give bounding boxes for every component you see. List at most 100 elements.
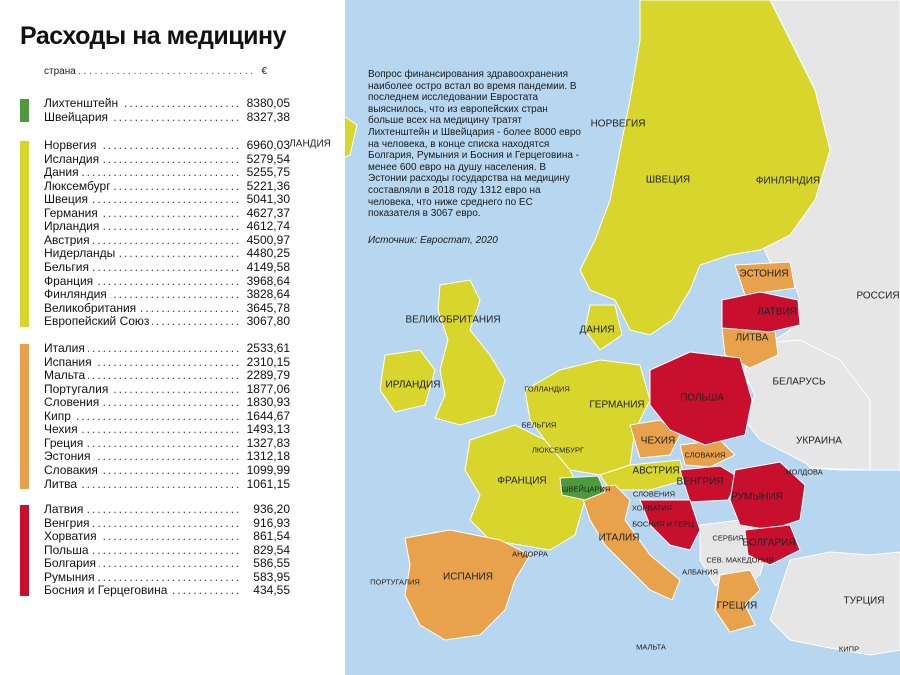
map-country-label: ФРАНЦИЯ — [497, 475, 547, 487]
map-country-label: БЕЛАРУСЬ — [772, 376, 826, 388]
expense-value: 583,95 — [250, 569, 290, 584]
table-row: Чехия...................................… — [44, 422, 290, 437]
table-row: Мальта..................................… — [44, 368, 290, 383]
expense-value: 1327,83 — [243, 435, 290, 450]
expense-value: 1312,18 — [243, 449, 290, 464]
leader-dots: ........................................… — [44, 232, 242, 247]
country-name: Австрия — [44, 232, 93, 247]
leader-dots: ........................................… — [44, 515, 242, 530]
expense-value: 1644,67 — [243, 408, 290, 423]
map-country-label: СЛОВЕНИЯ — [632, 489, 676, 499]
expense-value: 2533,61 — [243, 341, 290, 355]
map-country-label: ЛЮКСЕМБУРГ — [531, 445, 585, 455]
country-name: Норвегия — [44, 138, 100, 152]
table-row: Люксембург..............................… — [44, 178, 290, 193]
country-name: Румыния — [44, 569, 98, 584]
expense-value: 6960,03 — [243, 138, 290, 152]
table-row: Испания.................................… — [44, 354, 290, 369]
leader-dots: ........................................… — [44, 368, 242, 383]
leader-dots: ........................................… — [44, 259, 242, 274]
table-row: Эстония.................................… — [44, 449, 290, 464]
country-name: Бельгия — [44, 259, 92, 274]
map-country-label: ИСЛАНДИЯ — [275, 138, 331, 150]
map-country-label: СЕВ. МАКЕДОНИЯ — [706, 555, 774, 565]
map-country-label: ПОЛЬША — [680, 392, 724, 404]
land-iberia — [404, 529, 531, 641]
table-row: Болгария................................… — [44, 556, 290, 571]
country-name: Кипр — [44, 408, 74, 423]
expense-value: 8380,05 — [243, 96, 290, 110]
country-name: Дания — [44, 165, 82, 180]
table-row: Словакия................................… — [44, 462, 290, 477]
expense-value: 936,20 — [250, 502, 290, 516]
table-row: Венгрия.................................… — [44, 515, 290, 530]
ranking-panel: Расходы на медицину страна . . . . . . .… — [0, 0, 345, 675]
group-color-bar — [20, 344, 29, 490]
header-dots: . . . . . . . . . . . . . . . . . . . . … — [78, 66, 255, 77]
expense-value: 1493,13 — [243, 422, 290, 437]
country-name: Мальта — [44, 368, 89, 383]
expense-value: 5255,75 — [243, 165, 290, 180]
country-name: Латвия — [44, 502, 87, 516]
country-name: Германия — [44, 205, 101, 220]
country-name: Швеция — [44, 192, 91, 207]
country-name: Исландия — [44, 151, 103, 166]
expense-value: 1830,93 — [243, 395, 290, 410]
map-country-label: АЛБАНИЯ — [681, 567, 719, 577]
map-country-label: КИПР — [838, 644, 860, 654]
map-country-label: БОСНИЯ И ГЕРЦ. — [632, 519, 696, 529]
table-row: Германия................................… — [44, 205, 290, 220]
table-row: Греция..................................… — [44, 435, 290, 450]
map-country-label: ИТАЛИЯ — [598, 532, 640, 544]
table-row: Финляндия...............................… — [44, 287, 290, 302]
table-row: Латвия..................................… — [44, 502, 290, 516]
expense-value: 4149,58 — [243, 259, 290, 274]
expense-value: 916,93 — [250, 515, 290, 530]
leader-dots: ........................................… — [44, 192, 242, 207]
leader-dots: ........................................… — [44, 542, 242, 557]
country-name: Италия — [44, 341, 88, 355]
country-name: Чехия — [44, 422, 81, 437]
expense-value: 829,54 — [250, 542, 290, 557]
country-name: Болгария — [44, 556, 99, 571]
map-country-label: РУМЫНИЯ — [731, 491, 783, 503]
table-row: Хорватия................................… — [44, 529, 290, 544]
map-country-label: АВСТРИЯ — [632, 465, 680, 477]
land-belarus-ukraine — [744, 339, 871, 471]
map-country-label: ЛИТВА — [735, 332, 769, 344]
article-text: Вопрос финансирования здравоохранения на… — [368, 69, 581, 220]
map-country-label: ШВЕЦИЯ — [645, 174, 691, 186]
country-name: Словения — [44, 395, 103, 410]
country-name: Венгрия — [44, 515, 93, 530]
currency-header: € — [261, 66, 267, 77]
country-name: Люксембург — [44, 178, 114, 193]
map-country-label: ШВЕЙЦАРИЯ — [561, 484, 611, 494]
country-header: страна — [44, 66, 76, 77]
country-name: Финляндия — [44, 287, 110, 302]
map-country-label: АНДОРРА — [512, 549, 548, 559]
map-country-label: УКРАИНА — [796, 435, 842, 447]
table-row: Румыния.................................… — [44, 569, 290, 584]
table-row: Португалия..............................… — [44, 381, 290, 396]
table-header: страна . . . . . . . . . . . . . . . . .… — [44, 66, 267, 77]
land-central-west — [524, 359, 651, 476]
expense-value: 434,55 — [250, 583, 290, 598]
map-country-label: МОЛДОВА — [785, 467, 823, 477]
group-color-bar — [20, 99, 29, 123]
expense-value: 5279,54 — [243, 151, 290, 166]
map-country-label: ХОРВАТИЯ — [631, 503, 673, 513]
leader-dots: ........................................… — [44, 502, 242, 516]
map-country-label: ВЕЛИКОБРИТАНИЯ — [405, 314, 501, 326]
table-row: Европейский Союз........................… — [44, 314, 290, 329]
table-row: Бельгия.................................… — [44, 259, 290, 274]
leader-dots: ........................................… — [44, 476, 242, 491]
land-greece — [714, 569, 761, 633]
map-country-label: ПОРТУГАЛИЯ — [370, 577, 420, 587]
table-row: Швейцария...............................… — [44, 109, 290, 124]
table-row: Франция.................................… — [44, 273, 290, 288]
land-turkey — [769, 551, 900, 656]
leader-dots: ........................................… — [44, 341, 242, 355]
table-row: Босния и Герцеговина....................… — [44, 583, 290, 598]
expense-value: 1877,06 — [243, 381, 290, 396]
leader-dots: ........................................… — [44, 408, 242, 423]
